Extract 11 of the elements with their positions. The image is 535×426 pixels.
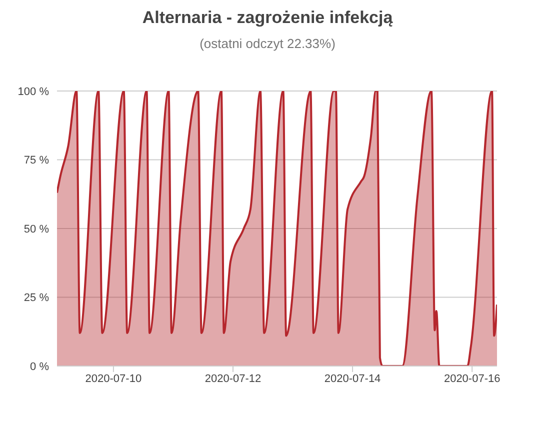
x-tick-label: 2020-07-16 (444, 372, 500, 385)
chart-subtitle: (ostatni odczyt 22.33%) (198, 36, 336, 51)
chart-title: Alternaria - zagrożenie infekcją (141, 8, 394, 28)
y-tick-label: 50 % (24, 223, 50, 236)
x-tick-label: 2020-07-10 (85, 372, 142, 385)
y-tick-label: 0 % (30, 360, 50, 373)
x-tick-label: 2020-07-14 (324, 372, 381, 385)
y-tick-label: 25 % (24, 292, 50, 304)
x-tick-label: 2020-07-12 (204, 372, 262, 385)
y-tick-label: 75 % (24, 154, 50, 167)
y-tick-label: 100 % (18, 86, 50, 98)
